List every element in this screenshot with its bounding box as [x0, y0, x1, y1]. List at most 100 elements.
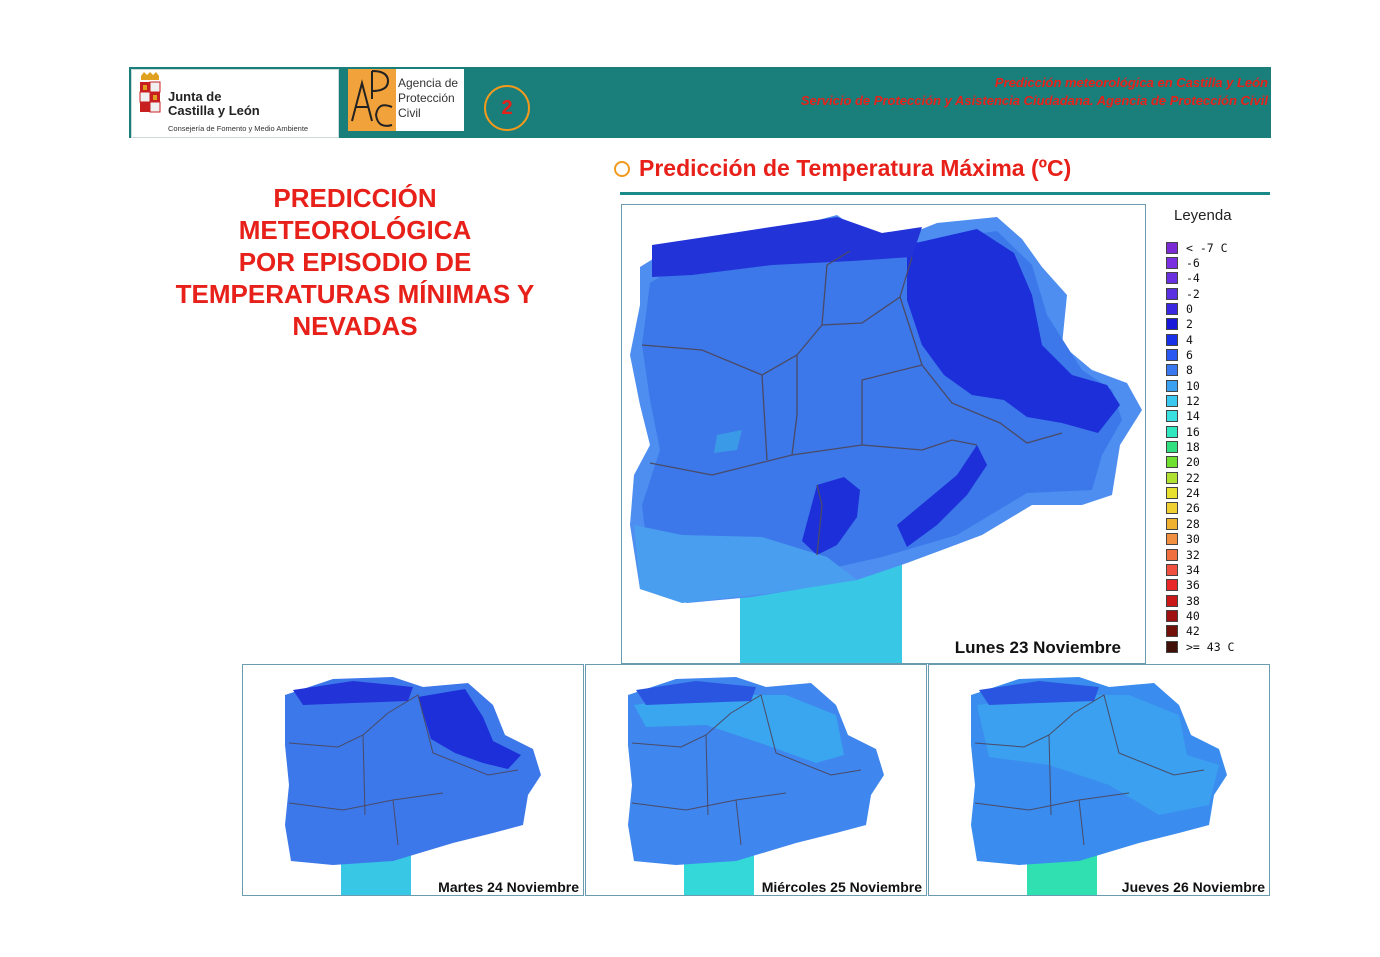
- legend-label: 16: [1186, 424, 1200, 439]
- legend-swatch: [1166, 348, 1178, 361]
- legend-item: 20: [1166, 455, 1200, 470]
- legend-item: 26: [1166, 501, 1200, 516]
- legend-swatch: [1166, 395, 1178, 407]
- legend-item: -6: [1166, 255, 1200, 270]
- legend-item: -4: [1166, 271, 1200, 286]
- apc-line2: Protección: [398, 91, 455, 105]
- temperature-map-icon: [971, 677, 1227, 895]
- apc-logo: Agencia de Protección Civil: [348, 69, 464, 131]
- legend-label: 30: [1186, 532, 1200, 547]
- jcyl-name-line1: Junta de: [168, 89, 222, 104]
- legend-item: 34: [1166, 562, 1200, 577]
- legend-swatch: [1166, 425, 1178, 438]
- legend-swatch: [1166, 487, 1178, 500]
- legend-swatch: [1166, 502, 1178, 515]
- header-title: Predicción meteorológica en Castilla y L…: [994, 75, 1268, 90]
- legend-swatch: [1166, 364, 1178, 377]
- legend-label: 14: [1186, 409, 1200, 424]
- legend-swatch: [1166, 410, 1178, 423]
- bullet-circle-icon: [614, 161, 630, 177]
- legend-label: 40: [1186, 608, 1200, 623]
- legend-label: 42: [1186, 624, 1200, 639]
- jcyl-name-line2: Castilla y León: [168, 103, 260, 118]
- legend-item: 30: [1166, 532, 1200, 547]
- legend-swatch: [1166, 272, 1178, 285]
- legend-item: 10: [1166, 378, 1200, 393]
- legend-label: 32: [1186, 547, 1200, 562]
- legend-item: 32: [1166, 547, 1200, 562]
- legend-label: -6: [1186, 255, 1200, 270]
- temperature-map-icon: [630, 215, 1142, 663]
- legend-label: -2: [1186, 286, 1200, 301]
- title-divider: [620, 192, 1270, 195]
- apc-line3: Civil: [398, 106, 421, 120]
- legend-item: 4: [1166, 332, 1193, 347]
- legend-label: 18: [1186, 440, 1200, 455]
- small-temperature-map: Jueves 26 Noviembre: [928, 664, 1270, 896]
- legend-swatch: [1166, 609, 1178, 622]
- legend-item: 18: [1166, 440, 1200, 455]
- legend-label: 38: [1186, 593, 1200, 608]
- legend-label: 6: [1186, 347, 1193, 362]
- header-subtitle: Servicio de Protección y Asistencia Ciud…: [800, 93, 1268, 108]
- legend-swatch: [1166, 625, 1178, 638]
- legend-label: >= 43 C: [1186, 639, 1235, 654]
- legend-swatch: [1166, 456, 1178, 469]
- legend-swatch: [1166, 533, 1178, 546]
- jcyl-subtitle: Consejería de Fomento y Medio Ambiente: [168, 124, 309, 133]
- legend-item: 6: [1166, 347, 1193, 362]
- legend-swatch: [1166, 579, 1178, 592]
- legend-label: 24: [1186, 486, 1200, 501]
- legend-label: 12: [1186, 394, 1200, 408]
- main-heading-line: TEMPERATURAS MÍNIMAS Y: [175, 279, 535, 309]
- legend-swatch: [1166, 333, 1178, 346]
- legend-swatch: [1166, 256, 1178, 269]
- legend-item: 8: [1166, 363, 1193, 378]
- legend-swatch: [1166, 517, 1178, 530]
- legend-swatch: [1166, 563, 1178, 576]
- main-heading-line: NEVADAS: [292, 311, 418, 341]
- legend-item: >= 43 C: [1166, 639, 1234, 654]
- legend-item: 38: [1166, 593, 1200, 608]
- legend-swatch: [1166, 640, 1178, 653]
- legend-swatch: [1166, 471, 1178, 484]
- main-heading-line: PREDICCIÓN: [273, 183, 437, 213]
- main-temperature-map: Lunes 23 Noviembre: [621, 204, 1146, 664]
- legend-label: 8: [1186, 363, 1193, 378]
- legend-label: 0: [1186, 301, 1193, 316]
- map-date-label: Miércoles 25 Noviembre: [761, 879, 922, 895]
- legend-item: 2: [1166, 317, 1193, 332]
- legend-label: 28: [1186, 516, 1200, 531]
- temperature-map-icon: [285, 677, 541, 895]
- apc-line1: Agencia de: [398, 76, 459, 90]
- legend-label: -4: [1186, 271, 1200, 286]
- map-date-label: Lunes 23 Noviembre: [954, 638, 1121, 657]
- legend-item: < -7 C: [1166, 240, 1228, 255]
- legend-item: 22: [1166, 470, 1200, 485]
- page-number: 2: [484, 85, 530, 131]
- legend-swatch: [1166, 379, 1178, 392]
- legend-item: 36: [1166, 578, 1200, 593]
- legend-label: < -7 C: [1186, 240, 1228, 255]
- legend-label: 4: [1186, 332, 1193, 347]
- legend-item: 0: [1166, 301, 1193, 316]
- legend-label: 10: [1186, 378, 1200, 393]
- temperature-map-icon: [628, 677, 884, 895]
- legend-item: 42: [1166, 624, 1200, 639]
- map-date-label: Martes 24 Noviembre: [438, 879, 579, 895]
- small-temperature-map: Martes 24 Noviembre: [242, 664, 584, 896]
- legend-swatch: [1166, 302, 1178, 315]
- legend-label: 2: [1186, 317, 1193, 332]
- main-heading: PREDICCIÓN METEOROLÓGICA POR EPISODIO DE…: [130, 182, 580, 342]
- legend-swatch: [1166, 548, 1178, 561]
- small-temperature-map: Miércoles 25 Noviembre: [585, 664, 927, 896]
- legend-swatch: [1166, 318, 1178, 331]
- legend-swatch: [1166, 441, 1178, 454]
- legend-label: 26: [1186, 501, 1200, 516]
- legend-label: 20: [1186, 455, 1200, 470]
- map-date-label: Jueves 26 Noviembre: [1121, 879, 1265, 895]
- main-heading-line: POR EPISODIO DE: [238, 247, 472, 277]
- apc-monogram-icon: [351, 70, 393, 127]
- section-title: Predicción de Temperatura Máxima (ºC): [639, 155, 1072, 181]
- legend-item: 28: [1166, 516, 1200, 531]
